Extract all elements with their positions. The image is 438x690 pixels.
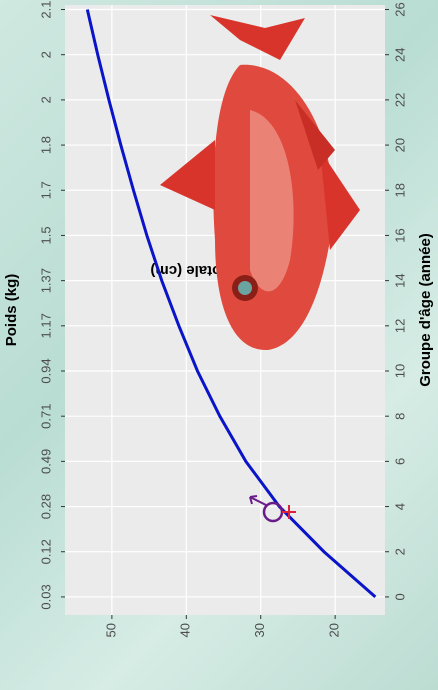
x2-tick-label: 2 <box>38 51 53 58</box>
y-tick-label: 40 <box>178 623 193 637</box>
x-tick-label: 26 <box>392 2 407 16</box>
x-tick-label: 20 <box>392 138 407 152</box>
y-tick-label: 30 <box>252 623 267 637</box>
x-tick-label: 6 <box>392 458 407 465</box>
x2-tick-label: 1.37 <box>38 268 53 293</box>
y-tick-label: 50 <box>103 623 118 637</box>
x2-tick-label: 2 <box>38 96 53 103</box>
x-tick-label: 2 <box>392 548 407 555</box>
x2-tick-label: 0.03 <box>38 584 53 609</box>
x-tick-label: 4 <box>392 503 407 510</box>
plot-area: Poids (kg) Groupe d'âge (année) Longueur… <box>3 0 434 637</box>
x-tick-label: 24 <box>392 47 407 61</box>
x2-tick-label: 0.71 <box>38 404 53 429</box>
x-tick-label: 18 <box>392 183 407 197</box>
x-tick-label: 14 <box>392 273 407 287</box>
x-tick-label: 0 <box>392 593 407 600</box>
x-axis-title: Groupe d'âge (année) <box>417 233 434 387</box>
x2-tick-label: 1.17 <box>38 313 53 338</box>
x2-tick-label: 0.94 <box>38 358 53 383</box>
x-tick-label: 16 <box>392 228 407 242</box>
growth-line <box>85 9 377 599</box>
fish-illustration <box>160 15 360 351</box>
x2-tick-label: 0.28 <box>38 494 53 519</box>
x-tick-label: 10 <box>392 364 407 378</box>
x-tick-label: 8 <box>392 413 407 420</box>
x2-tick-label: 1.8 <box>38 136 53 154</box>
x2-tick-label: 0.12 <box>38 539 53 564</box>
x2-tick-label: 1.7 <box>38 181 53 199</box>
sex-symbols <box>249 495 296 523</box>
x2-axis-title: Poids (kg) <box>3 274 20 347</box>
y-tick-label: 20 <box>327 623 342 637</box>
x2-tick-label: 2.1 <box>38 0 53 18</box>
x-tick-label: 12 <box>392 319 407 333</box>
x2-tick-label: 1.5 <box>38 226 53 244</box>
x2-tick-label: 0.49 <box>38 449 53 474</box>
x-tick-label: 22 <box>392 93 407 107</box>
